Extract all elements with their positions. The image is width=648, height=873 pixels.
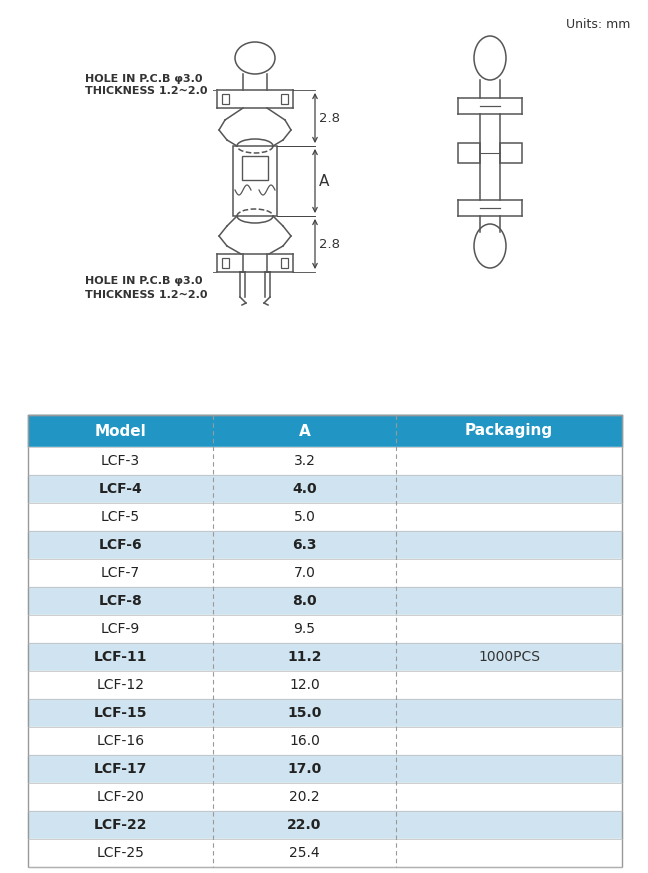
Bar — [28, 699, 622, 727]
Text: HOLE IN P.C.B φ3.0: HOLE IN P.C.B φ3.0 — [85, 276, 202, 286]
Text: LCF-15: LCF-15 — [94, 706, 147, 720]
Bar — [28, 839, 622, 867]
Text: LCF-3: LCF-3 — [101, 454, 140, 468]
Bar — [281, 94, 288, 104]
Bar — [242, 156, 268, 180]
Bar — [28, 587, 622, 615]
Bar — [281, 258, 288, 268]
Text: 5.0: 5.0 — [294, 510, 316, 524]
Text: LCF-17: LCF-17 — [94, 762, 147, 776]
Text: 7.0: 7.0 — [294, 566, 316, 580]
Bar — [233, 146, 277, 216]
Text: LCF-16: LCF-16 — [97, 734, 145, 748]
Text: 9.5: 9.5 — [294, 622, 316, 636]
Text: 17.0: 17.0 — [287, 762, 321, 776]
Text: LCF-12: LCF-12 — [97, 678, 145, 692]
Text: LCF-9: LCF-9 — [101, 622, 140, 636]
Text: 25.4: 25.4 — [289, 846, 320, 860]
Text: Packaging: Packaging — [465, 423, 553, 438]
Bar — [28, 615, 622, 643]
Bar — [458, 142, 480, 162]
Bar — [28, 671, 622, 699]
Text: 1000PCS: 1000PCS — [478, 650, 540, 664]
Text: 4.0: 4.0 — [292, 482, 317, 496]
Bar — [28, 503, 622, 531]
Text: 11.2: 11.2 — [287, 650, 322, 664]
Text: LCF-4: LCF-4 — [98, 482, 143, 496]
Text: LCF-11: LCF-11 — [94, 650, 147, 664]
Text: 2.8: 2.8 — [319, 112, 340, 125]
Text: LCF-6: LCF-6 — [98, 538, 143, 552]
Bar — [28, 475, 622, 503]
Text: 20.2: 20.2 — [289, 790, 320, 804]
Text: LCF-25: LCF-25 — [97, 846, 145, 860]
Bar — [28, 643, 622, 671]
Bar — [28, 755, 622, 783]
Bar — [500, 142, 522, 162]
Text: LCF-20: LCF-20 — [97, 790, 145, 804]
Text: A: A — [319, 174, 329, 189]
Text: Units: mm: Units: mm — [566, 18, 630, 31]
Text: 15.0: 15.0 — [287, 706, 321, 720]
Bar — [28, 415, 622, 447]
Text: 16.0: 16.0 — [289, 734, 320, 748]
Text: LCF-5: LCF-5 — [101, 510, 140, 524]
Text: 2.8: 2.8 — [319, 237, 340, 251]
Bar — [28, 447, 622, 475]
Bar — [28, 559, 622, 587]
Text: A: A — [299, 423, 310, 438]
Text: THICKNESS 1.2~2.0: THICKNESS 1.2~2.0 — [85, 290, 207, 300]
Text: 6.3: 6.3 — [292, 538, 317, 552]
Bar — [222, 94, 229, 104]
Text: THICKNESS 1.2~2.0: THICKNESS 1.2~2.0 — [85, 86, 207, 96]
Text: HOLE IN P.C.B φ3.0: HOLE IN P.C.B φ3.0 — [85, 74, 202, 84]
Text: 3.2: 3.2 — [294, 454, 316, 468]
Text: Model: Model — [95, 423, 146, 438]
Text: 22.0: 22.0 — [287, 818, 321, 832]
Text: LCF-22: LCF-22 — [94, 818, 147, 832]
Text: 12.0: 12.0 — [289, 678, 320, 692]
Bar — [28, 415, 622, 867]
Bar — [28, 783, 622, 811]
Bar — [28, 811, 622, 839]
Bar — [28, 727, 622, 755]
Bar — [222, 258, 229, 268]
Text: LCF-7: LCF-7 — [101, 566, 140, 580]
Text: 8.0: 8.0 — [292, 594, 317, 608]
Text: LCF-8: LCF-8 — [98, 594, 143, 608]
Bar — [28, 531, 622, 559]
